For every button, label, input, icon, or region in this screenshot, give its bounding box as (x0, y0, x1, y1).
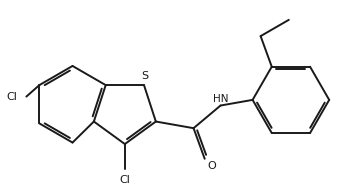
Text: Cl: Cl (7, 92, 17, 102)
Text: O: O (207, 161, 216, 171)
Text: S: S (141, 70, 148, 81)
Text: Cl: Cl (119, 175, 130, 185)
Text: HN: HN (213, 94, 228, 104)
